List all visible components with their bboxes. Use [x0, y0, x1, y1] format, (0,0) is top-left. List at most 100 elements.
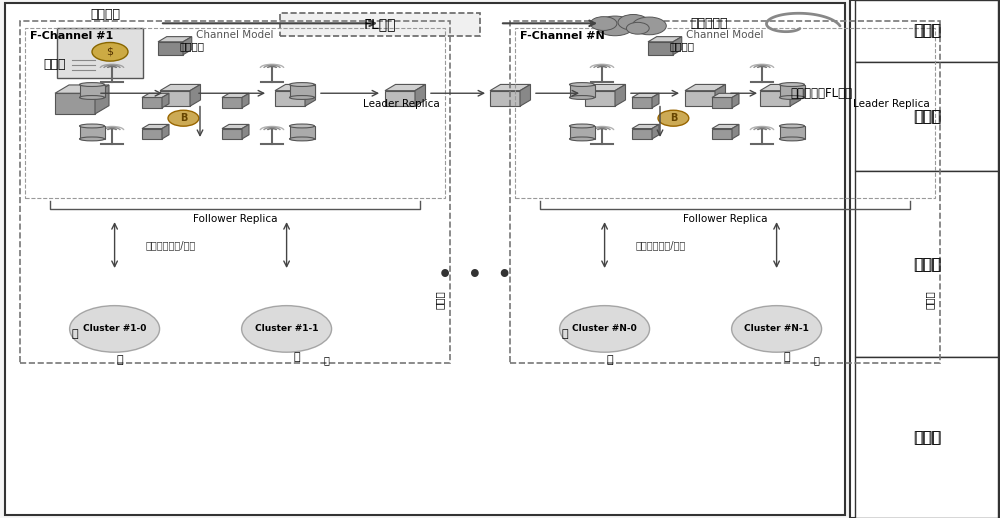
- Polygon shape: [415, 84, 426, 106]
- Polygon shape: [142, 128, 162, 139]
- Text: 设备层: 设备层: [913, 430, 940, 445]
- Circle shape: [658, 110, 689, 126]
- Text: B: B: [670, 113, 677, 123]
- Text: 主链层: 主链层: [913, 109, 940, 124]
- FancyBboxPatch shape: [850, 0, 1000, 518]
- Text: 初始化: 初始化: [44, 58, 66, 71]
- Polygon shape: [685, 91, 715, 106]
- Polygon shape: [790, 84, 800, 106]
- Circle shape: [626, 22, 649, 34]
- Polygon shape: [652, 124, 659, 139]
- Polygon shape: [712, 124, 739, 128]
- Polygon shape: [160, 84, 200, 91]
- Polygon shape: [673, 37, 682, 55]
- Text: 应用层: 应用层: [914, 24, 941, 38]
- Ellipse shape: [780, 95, 804, 99]
- Ellipse shape: [290, 124, 314, 128]
- Ellipse shape: [80, 137, 104, 141]
- Polygon shape: [162, 93, 169, 108]
- Ellipse shape: [80, 95, 104, 99]
- Polygon shape: [760, 91, 790, 106]
- Ellipse shape: [570, 82, 595, 87]
- Polygon shape: [732, 124, 739, 139]
- Ellipse shape: [780, 124, 804, 128]
- Text: 模型聚合: 模型聚合: [180, 41, 205, 51]
- Polygon shape: [570, 84, 594, 97]
- Polygon shape: [715, 84, 725, 106]
- Polygon shape: [632, 124, 659, 128]
- Polygon shape: [520, 84, 530, 106]
- Polygon shape: [305, 84, 316, 106]
- Ellipse shape: [290, 137, 314, 141]
- Text: 💻: 💻: [293, 352, 300, 363]
- Text: 📱: 📱: [561, 329, 568, 339]
- Circle shape: [242, 306, 332, 352]
- Text: 模型聚合: 模型聚合: [670, 41, 694, 51]
- Polygon shape: [712, 93, 739, 97]
- Ellipse shape: [290, 95, 314, 99]
- Polygon shape: [222, 97, 242, 108]
- Polygon shape: [55, 85, 109, 93]
- Polygon shape: [632, 93, 659, 97]
- Text: FL任务: FL任务: [364, 18, 396, 32]
- FancyBboxPatch shape: [5, 3, 845, 515]
- Text: 智能合约: 智能合约: [90, 8, 120, 21]
- Text: 模型梯度上传/下载: 模型梯度上传/下载: [145, 240, 196, 250]
- Polygon shape: [275, 84, 316, 91]
- Polygon shape: [632, 128, 652, 139]
- Text: Follower Replica: Follower Replica: [193, 214, 277, 224]
- Circle shape: [618, 15, 648, 30]
- Text: 任务发布者: 任务发布者: [690, 17, 728, 30]
- Text: 应用层: 应用层: [913, 24, 940, 38]
- Polygon shape: [190, 84, 200, 106]
- Text: 🚗: 🚗: [116, 355, 123, 365]
- Text: 设备层: 设备层: [914, 430, 941, 445]
- Text: 🚗: 🚗: [324, 355, 330, 365]
- Polygon shape: [142, 93, 169, 97]
- FancyBboxPatch shape: [855, 62, 998, 171]
- Ellipse shape: [290, 82, 314, 87]
- Polygon shape: [290, 126, 314, 139]
- Text: •  •  •: • • •: [438, 265, 512, 284]
- Ellipse shape: [780, 137, 804, 141]
- Polygon shape: [222, 93, 249, 97]
- Polygon shape: [490, 84, 530, 91]
- Text: Channel Model: Channel Model: [686, 30, 764, 40]
- Text: F-Channel #N: F-Channel #N: [520, 31, 605, 41]
- Text: 模型梯度上传/下载: 模型梯度上传/下载: [635, 240, 686, 250]
- Text: 训练完成的FL模型: 训练完成的FL模型: [790, 87, 852, 100]
- Text: 客户端: 客户端: [925, 291, 935, 309]
- Polygon shape: [142, 97, 162, 108]
- Circle shape: [92, 42, 128, 61]
- Polygon shape: [242, 93, 249, 108]
- Circle shape: [590, 17, 617, 31]
- Text: 子链层: 子链层: [913, 257, 940, 271]
- Polygon shape: [652, 93, 659, 108]
- Polygon shape: [490, 91, 520, 106]
- Polygon shape: [685, 84, 725, 91]
- Ellipse shape: [570, 95, 595, 99]
- Polygon shape: [183, 37, 192, 55]
- Circle shape: [596, 16, 634, 36]
- Polygon shape: [648, 37, 682, 42]
- Text: 🚗: 🚗: [606, 355, 613, 365]
- Text: Cluster #1-0: Cluster #1-0: [83, 324, 146, 334]
- FancyBboxPatch shape: [855, 0, 998, 62]
- Ellipse shape: [80, 124, 104, 128]
- Polygon shape: [585, 84, 626, 91]
- Polygon shape: [780, 126, 804, 139]
- Polygon shape: [158, 37, 192, 42]
- Polygon shape: [385, 84, 426, 91]
- Polygon shape: [712, 97, 732, 108]
- Text: Leader Replica: Leader Replica: [853, 99, 930, 109]
- Text: Follower Replica: Follower Replica: [683, 214, 767, 224]
- Text: 💻: 💻: [783, 352, 790, 363]
- Polygon shape: [570, 126, 594, 139]
- Polygon shape: [585, 91, 615, 106]
- Polygon shape: [142, 124, 169, 128]
- Circle shape: [732, 306, 822, 352]
- Ellipse shape: [780, 82, 804, 87]
- Text: 主链层: 主链层: [914, 109, 941, 124]
- Polygon shape: [732, 93, 739, 108]
- Circle shape: [632, 17, 666, 35]
